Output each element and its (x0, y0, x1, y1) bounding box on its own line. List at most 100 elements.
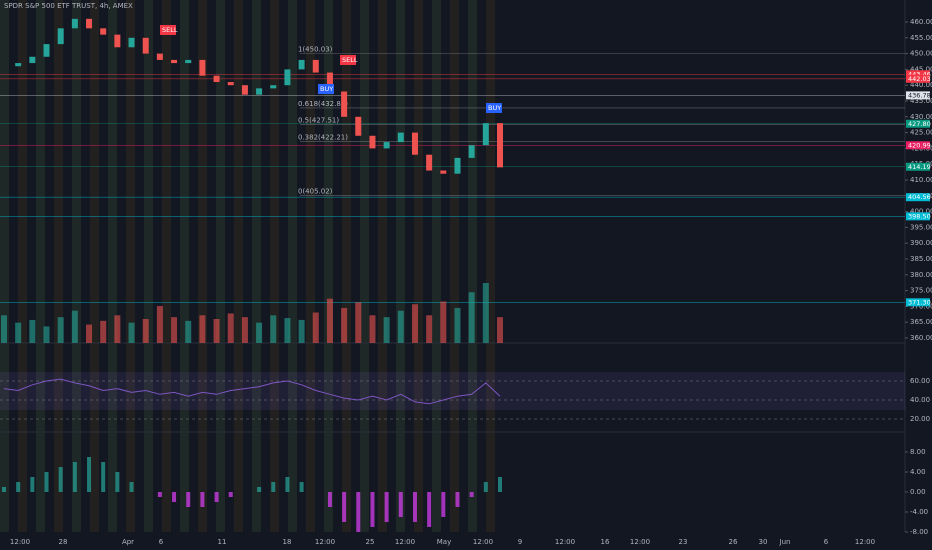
x-tick-label: Jun (779, 538, 791, 546)
macd-bar (441, 492, 446, 517)
volume-bar (171, 317, 178, 343)
signal-box (486, 103, 502, 113)
x-tick-label: 12:00 (473, 538, 493, 546)
y-tick-label: 400.00 (910, 208, 932, 216)
x-tick-label: 12:00 (855, 538, 875, 546)
y-tick-label: 360.00 (910, 334, 932, 342)
rsi-line (3, 378, 501, 405)
y-tick-label: 435.00 (910, 97, 932, 105)
macd-tick-label: 4.00 (910, 468, 926, 476)
volume-bar (114, 315, 121, 343)
y-tick-label: 385.00 (910, 255, 932, 263)
candle (482, 123, 489, 146)
y-tick-label: 425.00 (910, 129, 932, 137)
candle (185, 59, 192, 64)
macd-bar (44, 472, 49, 492)
candle (312, 59, 319, 73)
candle (426, 154, 433, 171)
candle (15, 63, 22, 67)
signal-box (160, 25, 176, 35)
candle (156, 53, 163, 60)
y-tick-label: 380.00 (910, 271, 932, 279)
volume-bar (454, 307, 461, 343)
candle (497, 123, 503, 168)
fib-label: 0.618(432.81) (298, 100, 348, 108)
volume-bar (298, 319, 305, 343)
session-background (0, 0, 500, 532)
volume-bar (29, 319, 36, 343)
macd-bar (16, 482, 21, 492)
rsi-tick-label: 40.00 (910, 396, 930, 404)
volume-bar (15, 322, 22, 343)
volume-bar (156, 306, 163, 343)
y-tick-label: 390.00 (910, 239, 932, 247)
macd-tick-label: -8.00 (910, 528, 928, 536)
x-tick-label: May (437, 538, 451, 546)
x-tick-label: 6 (159, 538, 164, 546)
fib-label: 0.382(422.21) (298, 133, 348, 141)
volume-bar (270, 315, 277, 343)
fib-label: 0.5(427.51) (298, 117, 339, 125)
volume-bar (355, 302, 362, 343)
macd-bar (469, 492, 474, 497)
macd-bar (271, 482, 276, 492)
macd-bar (412, 492, 417, 522)
macd-bar (398, 492, 403, 517)
macd-bar (498, 477, 502, 492)
volume-bar (497, 317, 503, 343)
signal-label: SELL (342, 56, 358, 64)
volume-bar (86, 324, 93, 343)
macd-bar (370, 492, 375, 527)
y-tick-label: 455.00 (910, 34, 932, 42)
volume-bar (213, 319, 220, 343)
price-tag-label: 404.56 (908, 193, 931, 201)
macd-bar (58, 467, 63, 492)
volume-bar (185, 320, 192, 343)
fib-label: 0(405.02) (298, 188, 333, 196)
volume-bar (397, 310, 404, 343)
macd-bar (214, 492, 219, 502)
price-tag (906, 162, 930, 171)
macd-bar (327, 492, 332, 507)
title: SPDR S&P 500 ETF TRUST, 4h, AMEX (4, 2, 133, 10)
volume-bar (100, 320, 107, 343)
price-tag-label: 443.46 (908, 70, 931, 78)
candle (171, 59, 178, 64)
x-tick-label: 9 (518, 538, 522, 546)
macd-bar (115, 472, 120, 492)
volume-bar (411, 304, 418, 343)
volume-bar (326, 298, 333, 343)
y-tick-label: 440.00 (910, 81, 932, 89)
y-tick-label: 410.00 (910, 176, 932, 184)
candle (100, 28, 107, 35)
y-tick-label: 395.00 (910, 223, 932, 231)
candle (440, 170, 447, 174)
x-tick-label: Apr (122, 538, 134, 546)
x-tick-label: 23 (679, 538, 688, 546)
rsi-band (0, 372, 905, 410)
candle (454, 157, 461, 174)
macd-bar (356, 492, 361, 532)
macd-bar (483, 482, 488, 492)
candle (411, 132, 418, 155)
candle (256, 88, 263, 95)
candle (128, 37, 135, 48)
rsi-tick-label: 20.00 (910, 415, 930, 423)
macd-bar (299, 482, 304, 492)
price-tag (906, 212, 930, 221)
candle (355, 116, 362, 136)
macd-bar (228, 492, 233, 497)
candle (43, 44, 50, 57)
signal-label: SELL (162, 26, 178, 34)
x-tick-label: 30 (759, 538, 768, 546)
x-tick-label: 25 (366, 538, 375, 546)
signal-label: BUY (488, 104, 501, 112)
macd-bar (2, 487, 6, 492)
price-tag-label: 414.19 (908, 163, 931, 171)
price-tag (906, 193, 930, 202)
candle (57, 28, 64, 45)
candle (369, 135, 376, 149)
candle (86, 18, 93, 29)
macd-bar (157, 492, 162, 497)
volume-bar (57, 317, 64, 343)
